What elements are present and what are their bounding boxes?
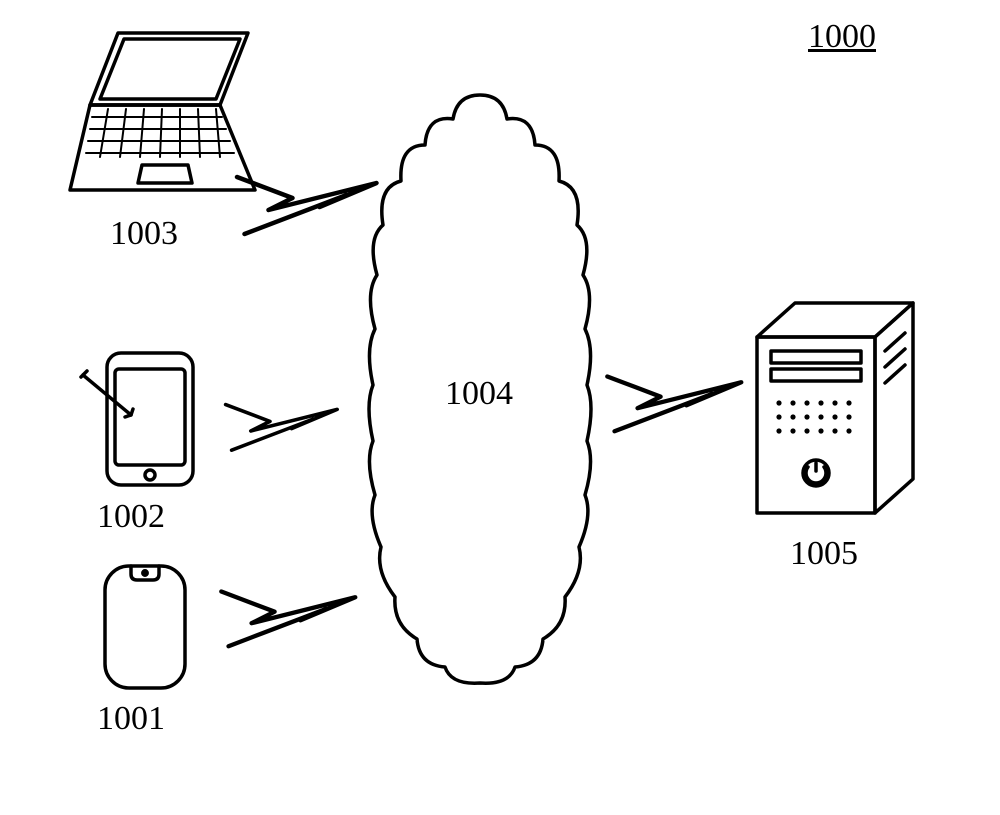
phone-icon	[95, 560, 195, 695]
figure-label: 1000	[808, 18, 876, 56]
tablet-icon	[75, 345, 205, 495]
diagram-canvas: 1000	[0, 0, 1000, 815]
cloud-label: 1004	[445, 375, 513, 413]
tablet-label: 1002	[97, 498, 165, 536]
server-icon	[745, 295, 925, 525]
wireless-link-icon	[205, 580, 373, 652]
server-label: 1005	[790, 535, 858, 573]
phone-label: 1001	[97, 700, 165, 738]
laptop-label: 1003	[110, 215, 178, 253]
wireless-link-icon	[600, 365, 750, 437]
wireless-link-icon	[198, 395, 366, 455]
wireless-link-icon	[230, 165, 385, 240]
